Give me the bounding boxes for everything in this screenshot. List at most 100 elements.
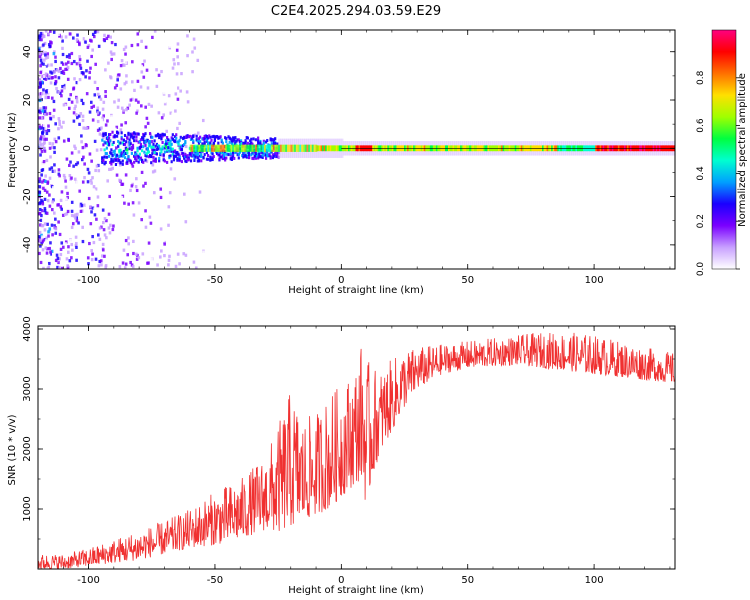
spectrogram-noise-cell — [93, 207, 96, 211]
spectrogram-noise-cell — [105, 36, 109, 41]
spectrogram-band-cell — [258, 155, 261, 159]
spectrogram-band-cell — [158, 134, 161, 138]
spectrogram-noise-cell — [42, 74, 46, 78]
spectrogram-noise-cell — [98, 226, 102, 230]
spectrogram-noise-cell — [41, 202, 45, 206]
spectrogram-noise-cell — [175, 72, 179, 76]
spectrogram-band-cell — [121, 162, 124, 166]
spectrogram-core-cell — [311, 144, 314, 152]
spectrogram-band-cell — [205, 139, 209, 143]
spectrogram-x-tick-label: -50 — [207, 275, 223, 286]
spectrogram-noise-cell — [53, 64, 57, 68]
spectrogram-noise-cell — [78, 57, 82, 62]
spectrogram-noise-cell — [43, 222, 47, 226]
spectrogram-panel: -100 -50 0 50 100 -40 -20 0 20 40 Height of strai… — [7, 29, 676, 296]
spectrogram-band-cell — [276, 152, 279, 156]
snr-x-tick-label: 0 — [338, 575, 344, 586]
spectrogram-band-cell — [263, 152, 267, 156]
spectrogram-band-cell — [222, 152, 226, 156]
spectrogram-band-cell — [161, 147, 164, 151]
spectrogram-band-cell — [275, 153, 278, 157]
spectrogram-noise-cell — [59, 260, 63, 264]
spectrogram-band-cell — [103, 148, 106, 152]
spectrogram-noise-cell — [42, 186, 45, 190]
spectrogram-noise-cell — [201, 73, 205, 77]
spectrogram-core-cell — [292, 144, 295, 152]
spectrogram-band-cell — [176, 150, 179, 154]
spectrogram-band-cell — [245, 136, 248, 140]
spectrogram-band-cell — [131, 146, 135, 150]
spectrogram-noise-cell — [88, 70, 92, 74]
spectrogram-noise-cell — [93, 213, 97, 217]
spectrogram-noise-cell — [82, 155, 85, 159]
spectrogram-band-cell — [108, 154, 111, 158]
spectrogram-noise-cell — [38, 38, 42, 42]
spectrogram-noise-cell — [89, 178, 93, 183]
spectrogram-noise-cell — [144, 125, 147, 129]
spectrogram-noise-cell — [71, 248, 74, 252]
spectrogram-band-cell — [172, 150, 176, 154]
spectrogram-noise-cell — [96, 87, 99, 91]
spectrogram-noise-cell — [38, 140, 42, 144]
spectrogram-noise-cell — [112, 174, 115, 178]
spectrogram-band-cell — [180, 144, 184, 148]
spectrogram-core-cell — [240, 144, 243, 152]
spectrogram-band-cell — [118, 154, 121, 158]
spectrogram-band-cell — [134, 151, 137, 155]
spectrogram-noise-cell — [193, 46, 197, 50]
spectrogram-noise-cell — [70, 176, 73, 180]
spectrogram-band-cell — [130, 134, 133, 138]
spectrogram-noise-cell — [78, 64, 82, 68]
spectrogram-core-cell — [217, 144, 220, 152]
spectrogram-band-cell — [113, 149, 116, 153]
spectrogram-band-cell — [108, 141, 111, 145]
spectrogram-noise-cell — [72, 59, 76, 64]
spectrogram-noise-cell — [157, 216, 160, 220]
spectrogram-band-cell — [123, 156, 127, 160]
spectrogram-noise-cell — [46, 55, 50, 59]
spectrogram-noise-cell — [166, 219, 169, 223]
spectrogram-band-cell — [257, 139, 260, 143]
spectrogram-core-cell — [263, 144, 266, 152]
spectrogram-noise-cell — [43, 209, 47, 213]
spectrogram-band-cell — [210, 138, 213, 142]
spectrogram-noise-cell — [59, 252, 63, 257]
spectrogram-noise-cell — [76, 33, 79, 37]
spectrogram-noise-cell — [42, 134, 46, 139]
spectrogram-noise-cell — [46, 90, 50, 94]
spectrogram-noise-cell — [42, 238, 45, 242]
spectrogram-noise-cell — [79, 66, 83, 70]
spectrogram-noise-cell — [57, 90, 60, 94]
spectrogram-noise-cell — [43, 228, 47, 232]
spectrogram-noise-cell — [174, 264, 178, 268]
spectrogram-band-cell — [262, 141, 265, 145]
spectrogram-band-cell — [224, 136, 227, 140]
spectrogram-core-cell — [248, 144, 251, 152]
spectrogram-noise-cell — [64, 35, 68, 39]
spectrogram-band-cell — [234, 136, 237, 140]
spectrogram-core-cell — [194, 144, 197, 152]
spectrogram-noise-cell — [133, 197, 137, 201]
spectrogram-band-cell — [185, 155, 188, 159]
spectrogram-noise-cell — [196, 131, 200, 135]
spectrogram-noise-cell — [52, 99, 56, 104]
spectrogram-band-cell — [146, 147, 149, 151]
spectrogram-noise-cell — [50, 208, 54, 212]
spectrogram-noise-cell — [186, 100, 190, 104]
spectrogram-noise-cell — [71, 231, 75, 235]
spectrogram-band-cell — [261, 155, 264, 159]
spectrogram-noise-cell — [138, 226, 142, 230]
spectrogram-noise-cell — [78, 42, 81, 47]
spectrogram-noise-cell — [159, 187, 163, 191]
spectrogram-noise-cell — [173, 177, 177, 181]
spectrogram-core-cell — [228, 144, 231, 152]
spectrogram-noise-cell — [180, 72, 183, 76]
spectrogram-noise-cell — [54, 79, 58, 84]
spectrogram-noise-cell — [45, 236, 48, 240]
spectrogram-band-cell — [118, 159, 121, 163]
spectrogram-noise-cell — [83, 162, 86, 166]
spectrogram-noise-cell — [109, 50, 113, 54]
spectrogram-band-cell — [144, 140, 147, 144]
spectrogram-noise-cell — [41, 92, 44, 96]
spectrogram-noise-cell — [59, 247, 63, 251]
